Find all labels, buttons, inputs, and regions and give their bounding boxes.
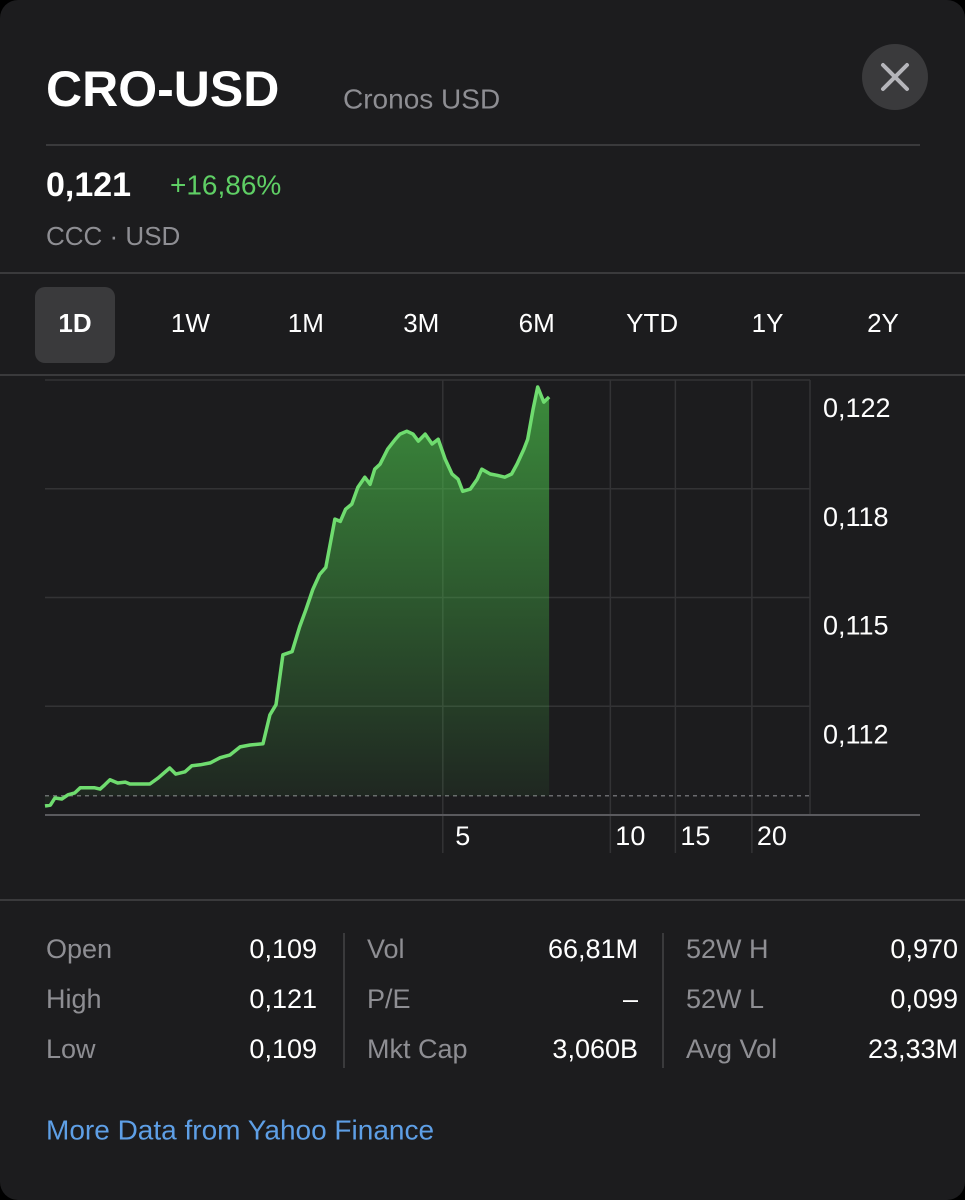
company-name: Cronos USD xyxy=(343,83,500,114)
y-tick-label: 0,115 xyxy=(823,611,889,641)
y-tick-label: 0,118 xyxy=(823,502,889,532)
stat-value: 0,099 xyxy=(890,984,958,1014)
stat-value: 23,33M xyxy=(868,1034,958,1064)
x-tick-label: 10 xyxy=(615,821,645,851)
y-tick-label: 0,112 xyxy=(823,719,889,749)
stat-label: Vol xyxy=(367,934,405,964)
tabs: 1D 1W 1M 3M 6M YTD 1Y 2Y xyxy=(35,287,899,363)
stat-label: 52W H xyxy=(686,934,769,964)
close-icon[interactable] xyxy=(881,63,909,91)
stat-value: 3,060B xyxy=(552,1034,638,1064)
stat-value: – xyxy=(623,984,638,1014)
stat-value: 0,970 xyxy=(890,934,958,964)
stat-label: Low xyxy=(46,1034,96,1064)
stat-label: Open xyxy=(46,934,112,964)
stat-label: High xyxy=(46,984,102,1014)
tab[interactable]: YTD xyxy=(626,308,678,338)
x-tick-label: 20 xyxy=(757,821,787,851)
area xyxy=(45,387,550,806)
symbol: CRO-USD xyxy=(46,61,279,117)
tab[interactable]: 1M xyxy=(288,308,324,338)
tab[interactable]: 3M xyxy=(403,308,439,338)
tab[interactable]: 6M xyxy=(519,308,555,338)
price: 0,121 xyxy=(46,166,131,204)
tab[interactable]: 1Y xyxy=(752,308,784,338)
yahoo-link[interactable]: More Data from Yahoo Finance xyxy=(46,1114,434,1145)
stat-value: 0,121 xyxy=(249,984,317,1014)
tab[interactable]: 1W xyxy=(171,308,210,338)
x-tick-label: 15 xyxy=(680,821,710,851)
stat-label: 52W L xyxy=(686,984,764,1014)
stats: Open 0,109 High 0,121 Low 0,109 Vol 66,81M P/E – M… xyxy=(46,933,958,1068)
price-line xyxy=(44,385,551,808)
tab[interactable]: 2Y xyxy=(867,308,899,338)
stat-value: 66,81M xyxy=(548,934,638,964)
chart: 0,122 0,118 0,115 0,112 5 10 15 20 xyxy=(44,379,920,853)
stat-value: 0,109 xyxy=(249,934,317,964)
close-button[interactable] xyxy=(862,44,928,110)
change: +16,86% xyxy=(170,169,281,200)
tab-selected-bg[interactable] xyxy=(35,287,115,363)
stat-value: 0,109 xyxy=(249,1034,317,1064)
exchange: CCC · USD xyxy=(46,221,180,251)
tab[interactable]: 1D xyxy=(58,308,91,338)
stat-label: Avg Vol xyxy=(686,1034,777,1064)
y-tick-label: 0,122 xyxy=(823,393,891,423)
x-tick-label: 5 xyxy=(455,821,470,851)
stat-label: P/E xyxy=(367,984,411,1014)
stat-label: Mkt Cap xyxy=(367,1034,468,1064)
